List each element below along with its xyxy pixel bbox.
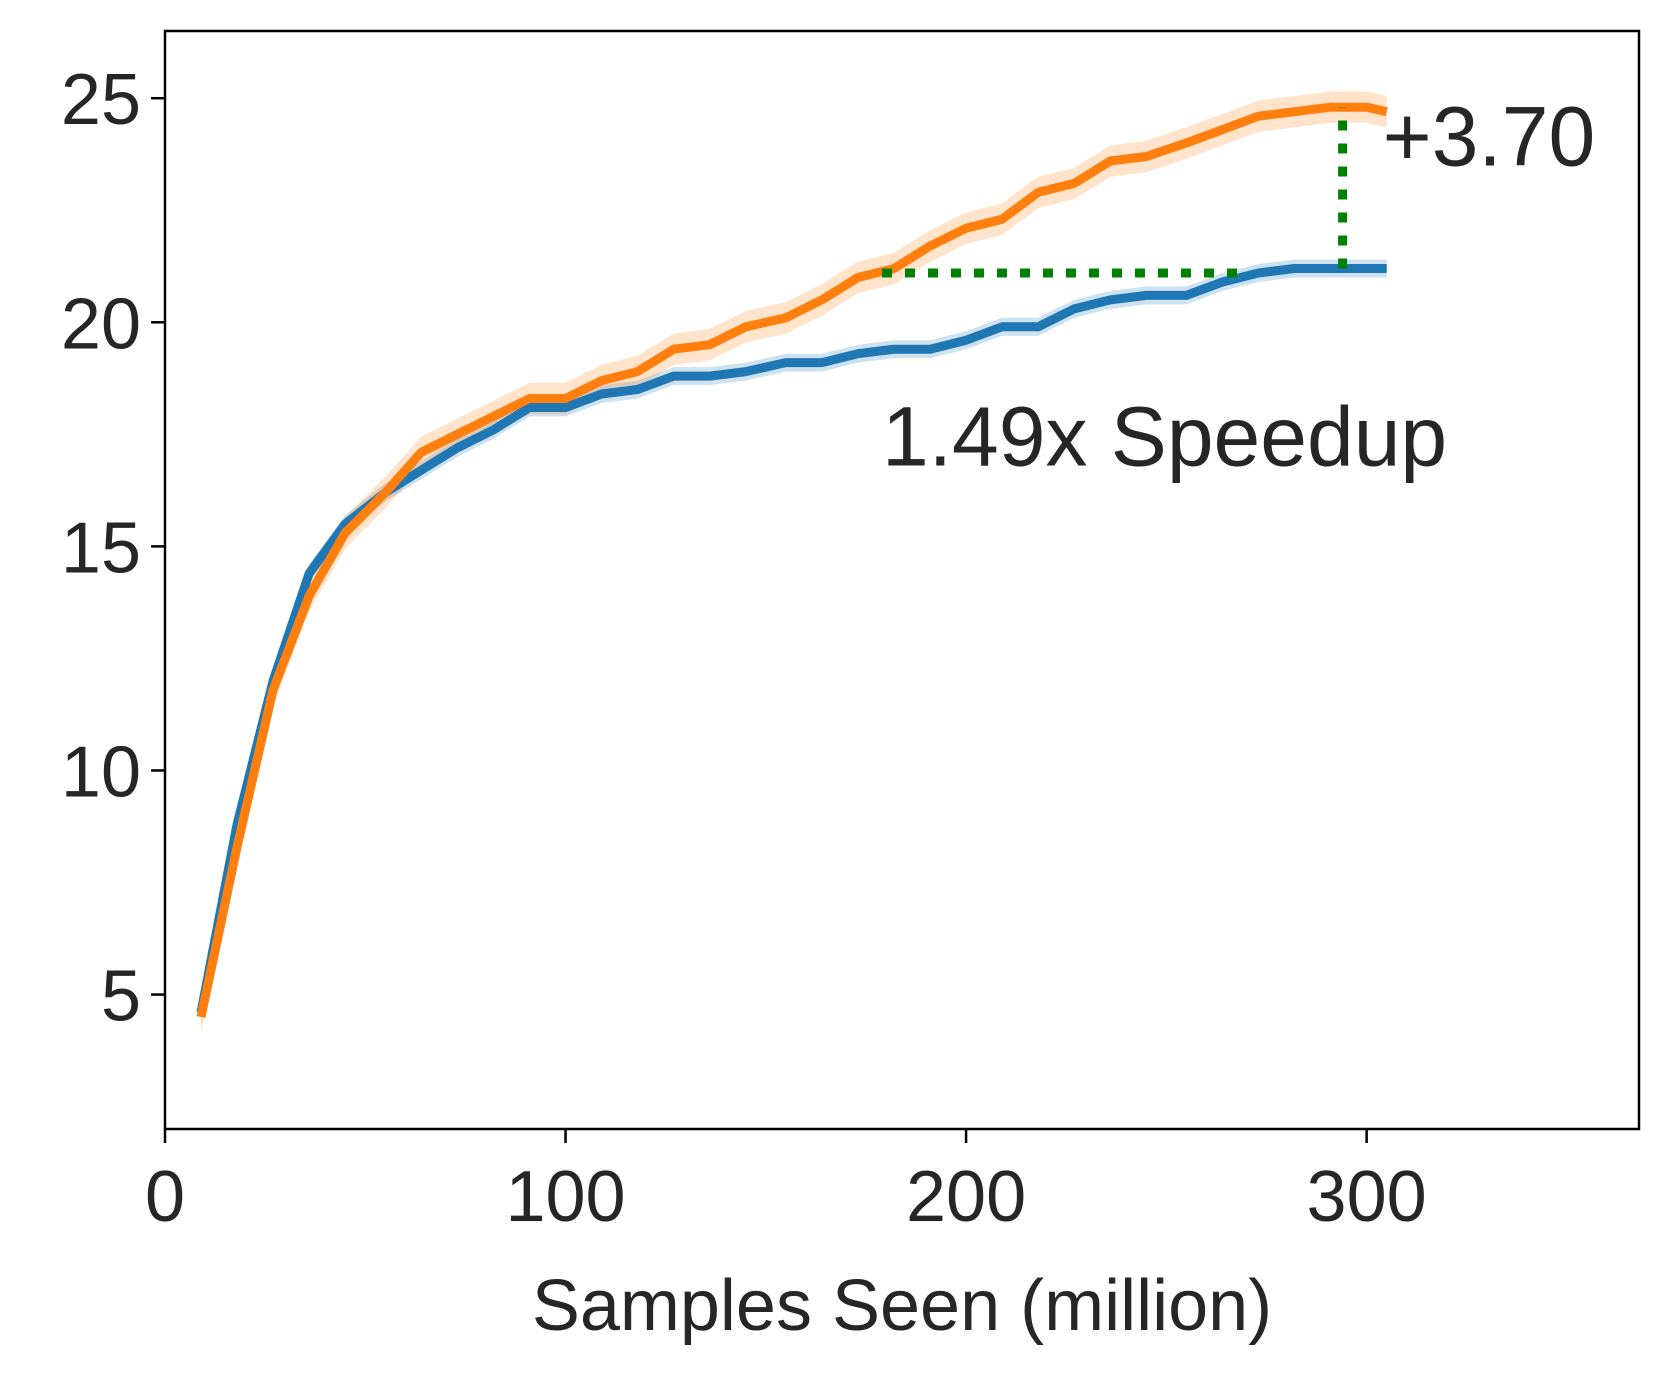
series-1-line <box>196 102 1388 1018</box>
y-tick-label: 10 <box>61 732 141 812</box>
x-axis: 0 100 200 300 <box>145 1129 1427 1237</box>
confidence-bands <box>201 91 1387 1033</box>
annotation-0: +3.70 <box>1383 89 1596 183</box>
y-tick-label: 20 <box>61 284 141 364</box>
y-axis: 5 10 15 20 25 <box>61 60 165 1037</box>
y-tick-label: 25 <box>61 60 141 140</box>
guide-lines <box>881 107 1348 278</box>
y-tick-label: 5 <box>101 957 141 1037</box>
x-tick-label: 200 <box>906 1157 1026 1237</box>
x-axis-title: Samples Seen (million) <box>532 1266 1272 1346</box>
y-tick-label: 15 <box>61 508 141 588</box>
series-1-band <box>201 91 1387 1033</box>
series-0-band <box>201 259 1387 1022</box>
series-lines <box>196 102 1388 1018</box>
annotations: +3.70 1.49x Speedup <box>882 89 1595 483</box>
x-tick-label: 300 <box>1307 1157 1427 1237</box>
x-tick-label: 100 <box>505 1157 625 1237</box>
x-tick-label: 0 <box>145 1157 185 1237</box>
plot-frame <box>163 29 1641 1131</box>
series-0-line <box>196 264 1387 1014</box>
annotation-1: 1.49x Speedup <box>882 390 1447 484</box>
